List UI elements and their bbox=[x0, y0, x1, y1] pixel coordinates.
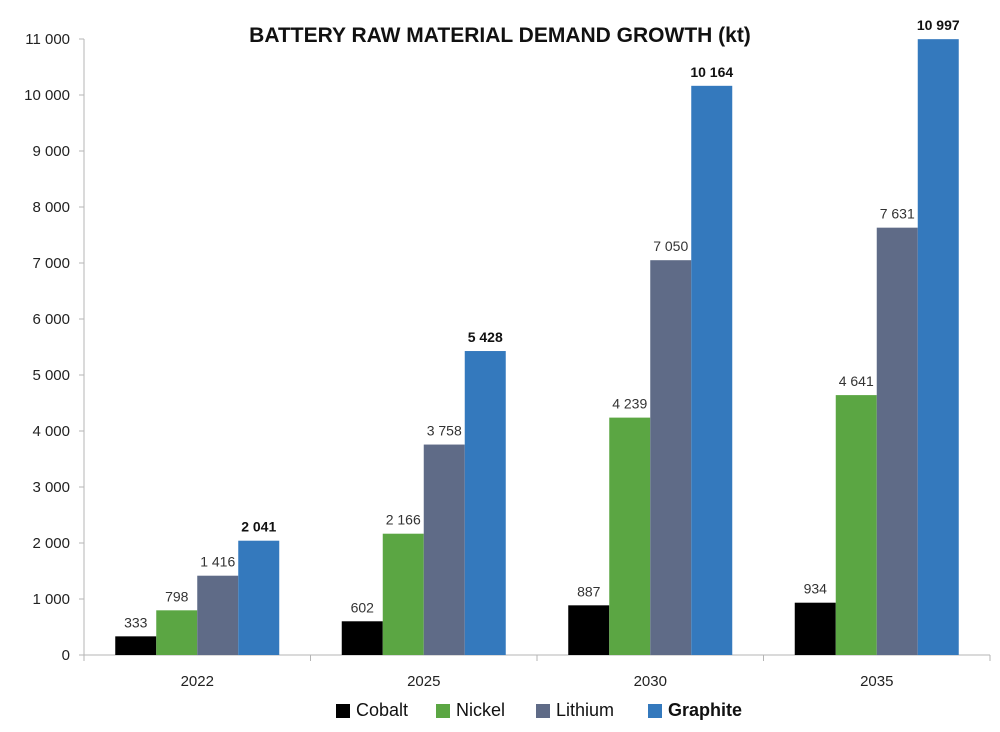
bar-nickel-2035 bbox=[835, 395, 877, 655]
bar-graphite-2030 bbox=[691, 85, 733, 656]
y-tick-label: 3 000 bbox=[32, 479, 70, 496]
data-label-nickel-2030: 4 239 bbox=[612, 396, 647, 412]
legend-label-cobalt: Cobalt bbox=[356, 700, 408, 720]
y-tick-label: 11 000 bbox=[25, 31, 70, 48]
data-label-cobalt-2035: 934 bbox=[804, 581, 828, 597]
bar-cobalt-2030 bbox=[568, 605, 610, 655]
data-label-lithium-2025: 3 758 bbox=[427, 423, 462, 439]
x-category-label: 2030 bbox=[634, 673, 667, 690]
bar-cobalt-2022 bbox=[115, 636, 157, 655]
axis-layer: 0 1 000 2 000 3 000 4 000 5 000 6 000 7 000 8 00… bbox=[24, 31, 991, 690]
data-labels-layer: 333 798 1 416 2 041 602 2 166 3 758 5 428 887 4 2… bbox=[124, 17, 960, 630]
bar-lithium-2030 bbox=[650, 260, 692, 655]
bar-graphite-2025 bbox=[464, 351, 506, 655]
legend-label-graphite: Graphite bbox=[668, 700, 742, 720]
legend: Cobalt Nickel Lithium Graphite bbox=[336, 700, 742, 720]
y-tick-label: 2 000 bbox=[32, 535, 70, 552]
data-label-nickel-2025: 2 166 bbox=[386, 512, 421, 528]
y-tick-label: 1 000 bbox=[32, 591, 70, 608]
data-label-graphite-2022: 2 041 bbox=[241, 519, 276, 535]
legend-swatch-cobalt bbox=[336, 704, 350, 718]
legend-swatch-lithium bbox=[536, 704, 550, 718]
legend-swatch-graphite bbox=[648, 704, 662, 718]
y-tick-label: 6 000 bbox=[32, 311, 70, 328]
chart-title: BATTERY RAW MATERIAL DEMAND GROWTH (kt) bbox=[249, 24, 751, 47]
y-tick-label: 9 000 bbox=[32, 143, 70, 160]
data-label-graphite-2035: 10 997 bbox=[917, 17, 960, 33]
bar-lithium-2022 bbox=[197, 575, 239, 655]
data-label-lithium-2035: 7 631 bbox=[880, 206, 915, 222]
bar-lithium-2035 bbox=[876, 227, 918, 655]
data-label-lithium-2030: 7 050 bbox=[653, 238, 688, 254]
legend-label-lithium: Lithium bbox=[556, 700, 614, 720]
bar-nickel-2030 bbox=[609, 417, 651, 655]
legend-label-nickel: Nickel bbox=[456, 700, 505, 720]
bar-nickel-2025 bbox=[382, 533, 424, 655]
data-label-cobalt-2025: 602 bbox=[351, 599, 375, 615]
y-tick-label: 10 000 bbox=[24, 87, 70, 104]
bar-nickel-2022 bbox=[156, 610, 198, 655]
data-label-nickel-2035: 4 641 bbox=[839, 373, 874, 389]
data-label-graphite-2025: 5 428 bbox=[468, 329, 503, 345]
bar-graphite-2022 bbox=[238, 540, 280, 655]
x-category-label: 2025 bbox=[407, 673, 440, 690]
data-label-nickel-2022: 798 bbox=[165, 588, 189, 604]
y-tick-label: 0 bbox=[62, 647, 70, 664]
bar-cobalt-2025 bbox=[341, 621, 383, 655]
bars-layer bbox=[115, 39, 959, 656]
y-tick-label: 5 000 bbox=[32, 367, 70, 384]
y-tick-label: 4 000 bbox=[32, 423, 70, 440]
legend-swatch-nickel bbox=[436, 704, 450, 718]
data-label-cobalt-2022: 333 bbox=[124, 614, 148, 630]
bar-lithium-2025 bbox=[423, 444, 465, 655]
data-label-graphite-2030: 10 164 bbox=[690, 64, 733, 80]
bar-cobalt-2035 bbox=[794, 602, 836, 655]
data-label-cobalt-2030: 887 bbox=[577, 583, 601, 599]
x-category-label: 2022 bbox=[181, 673, 214, 690]
y-tick-label: 8 000 bbox=[32, 199, 70, 216]
bar-graphite-2035 bbox=[917, 39, 959, 656]
y-tick-label: 7 000 bbox=[32, 255, 70, 272]
x-category-label: 2035 bbox=[860, 673, 893, 690]
data-label-lithium-2022: 1 416 bbox=[200, 554, 235, 570]
